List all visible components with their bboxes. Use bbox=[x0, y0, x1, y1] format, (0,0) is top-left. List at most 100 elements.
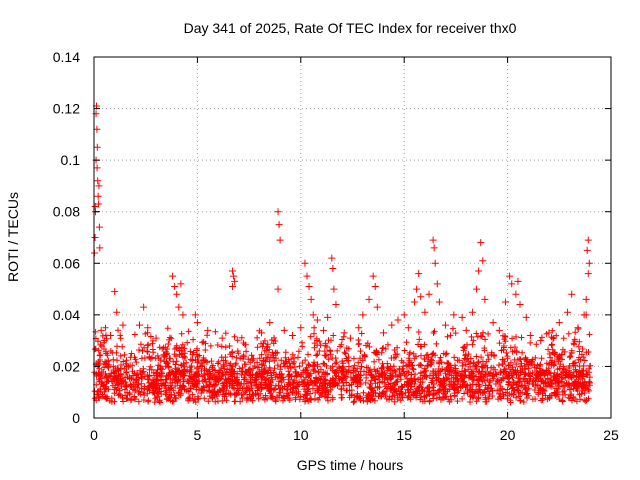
y-axis-label: ROTI / TECUs bbox=[5, 192, 21, 282]
data-point bbox=[177, 280, 185, 288]
data-point bbox=[400, 311, 408, 319]
data-point bbox=[93, 125, 101, 133]
data-point bbox=[425, 290, 433, 298]
data-point bbox=[495, 326, 503, 334]
data-point bbox=[508, 280, 516, 288]
data-point bbox=[175, 303, 183, 311]
data-point bbox=[568, 290, 576, 298]
plot-frame bbox=[93, 56, 612, 419]
data-point bbox=[113, 308, 121, 316]
data-point bbox=[355, 324, 363, 332]
data-point bbox=[297, 324, 305, 332]
data-point bbox=[231, 277, 239, 285]
x-tick-label: 0 bbox=[90, 427, 98, 443]
data-point bbox=[564, 308, 572, 316]
data-point bbox=[218, 334, 226, 342]
x-axis-label: GPS time / hours bbox=[297, 457, 404, 473]
data-point bbox=[276, 236, 284, 244]
data-point bbox=[430, 244, 438, 252]
y-tick-label: 0.04 bbox=[53, 307, 80, 323]
data-point bbox=[309, 311, 317, 319]
x-tick-label: 20 bbox=[500, 427, 516, 443]
data-point bbox=[332, 301, 340, 309]
data-point bbox=[313, 316, 321, 324]
data-point bbox=[450, 311, 458, 319]
data-point bbox=[555, 319, 563, 327]
data-point bbox=[140, 303, 148, 311]
data-point bbox=[458, 313, 466, 321]
data-points bbox=[90, 102, 593, 345]
data-point bbox=[431, 259, 439, 267]
y-tick-label: 0.14 bbox=[53, 49, 80, 65]
data-point bbox=[514, 277, 522, 285]
data-point bbox=[229, 267, 237, 275]
data-point bbox=[413, 285, 421, 293]
data-point bbox=[584, 270, 592, 278]
data-point bbox=[152, 334, 160, 342]
data-point bbox=[93, 143, 101, 151]
data-point bbox=[369, 272, 377, 280]
data-point bbox=[135, 321, 143, 329]
data-point bbox=[489, 319, 497, 327]
data-point bbox=[380, 329, 388, 337]
data-point bbox=[468, 308, 476, 316]
data-point bbox=[179, 311, 187, 319]
data-point bbox=[169, 272, 177, 280]
data-point bbox=[303, 272, 311, 280]
data-point bbox=[522, 313, 530, 321]
data-point bbox=[421, 308, 429, 316]
data-point bbox=[289, 331, 297, 339]
data-point bbox=[305, 282, 313, 290]
data-point bbox=[94, 192, 102, 200]
data-point bbox=[526, 331, 534, 339]
y-tick-label: 0 bbox=[72, 410, 80, 426]
data-point bbox=[229, 282, 237, 290]
data-point bbox=[582, 311, 590, 319]
data-point bbox=[479, 257, 487, 265]
data-point bbox=[417, 293, 425, 301]
data-point bbox=[442, 321, 450, 329]
data-point bbox=[230, 272, 238, 280]
grid bbox=[94, 57, 611, 418]
x-tick-label: 15 bbox=[396, 427, 412, 443]
data-point bbox=[585, 259, 593, 267]
data-point bbox=[394, 316, 402, 324]
data-point bbox=[91, 234, 99, 241]
data-point bbox=[266, 319, 274, 327]
data-point bbox=[94, 177, 102, 185]
data-point bbox=[584, 236, 592, 244]
data-point bbox=[95, 223, 103, 231]
data-point bbox=[91, 203, 99, 211]
data-point bbox=[204, 326, 212, 334]
data-point bbox=[433, 280, 441, 288]
data-point bbox=[537, 337, 545, 345]
x-tick-label: 5 bbox=[194, 427, 202, 443]
data-point bbox=[340, 329, 348, 337]
data-point bbox=[330, 285, 338, 293]
data-point bbox=[274, 208, 282, 216]
data-point bbox=[404, 324, 412, 332]
data-point bbox=[275, 221, 283, 229]
data-point bbox=[475, 267, 483, 275]
dense-points-path bbox=[91, 324, 594, 406]
data-point bbox=[329, 264, 337, 272]
data-point bbox=[481, 295, 489, 303]
data-point bbox=[274, 285, 282, 293]
data-point bbox=[191, 311, 199, 319]
x-tick-label: 10 bbox=[293, 427, 309, 443]
data-point bbox=[111, 288, 119, 296]
data-point bbox=[477, 239, 485, 247]
data-point bbox=[506, 272, 514, 280]
y-tick-label: 0.08 bbox=[53, 204, 80, 220]
x-tick-label: 25 bbox=[603, 427, 619, 443]
data-point bbox=[346, 334, 354, 342]
data-point bbox=[435, 298, 443, 306]
data-point bbox=[320, 326, 328, 334]
data-point bbox=[97, 326, 105, 334]
axis-ticks: 0 5 10 15 20 25 0 0.02 0.04 0.06 0.08 0.1 0.12 0.14 bbox=[53, 49, 619, 443]
data-point bbox=[173, 290, 181, 298]
data-point bbox=[462, 326, 470, 334]
data-point bbox=[415, 270, 423, 278]
data-point bbox=[280, 326, 288, 334]
